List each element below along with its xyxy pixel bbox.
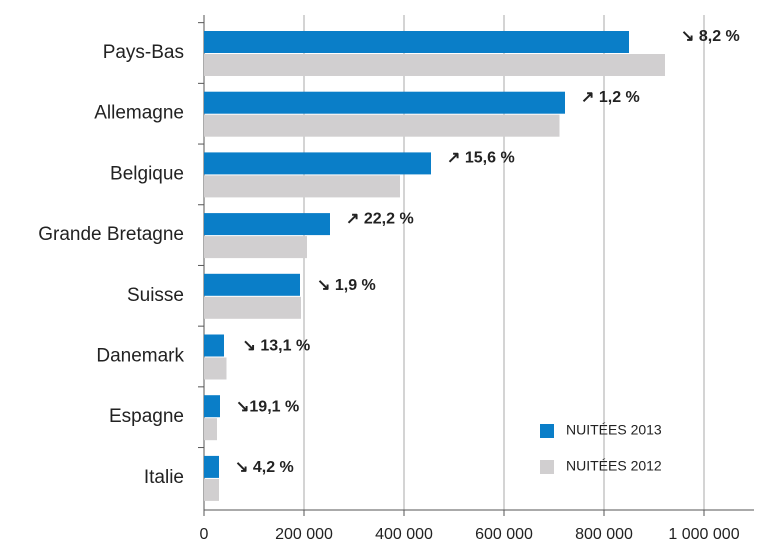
legend-label: NUITÉES 2012 bbox=[566, 458, 662, 474]
bar bbox=[204, 236, 307, 259]
bar bbox=[204, 152, 431, 175]
y-tick-label: Suisse bbox=[127, 285, 184, 306]
x-tick-label: 400 000 bbox=[375, 526, 433, 543]
legend-swatch bbox=[540, 424, 554, 438]
y-tick-label: Danemark bbox=[96, 346, 184, 367]
legend-label: NUITÉES 2013 bbox=[566, 422, 662, 438]
bar bbox=[204, 357, 227, 380]
bar bbox=[204, 334, 224, 357]
bar bbox=[204, 114, 560, 137]
annotation: ↗ 1,2 % bbox=[581, 89, 640, 106]
y-tick-label: Italie bbox=[144, 467, 184, 488]
bar bbox=[204, 91, 565, 114]
bar bbox=[204, 213, 330, 236]
bar bbox=[204, 31, 629, 53]
bar bbox=[204, 455, 219, 478]
bar bbox=[204, 273, 300, 296]
annotation: ↘19,1 % bbox=[236, 398, 299, 415]
y-tick-label: Grande Bretagne bbox=[38, 224, 184, 245]
bar bbox=[204, 478, 219, 501]
legend-swatch bbox=[540, 460, 554, 474]
annotation: ↗ 22,2 % bbox=[346, 210, 414, 227]
x-tick-label: 0 bbox=[200, 526, 209, 543]
x-tick-label: 800 000 bbox=[575, 526, 633, 543]
annotation: ↘ 8,2 % bbox=[681, 28, 740, 45]
bar bbox=[204, 418, 217, 441]
y-tick-label: Allemagne bbox=[94, 103, 184, 124]
y-tick-label: Pays-Bas bbox=[103, 42, 184, 63]
annotation: ↗ 15,6 % bbox=[447, 150, 515, 167]
y-tick-label: Belgique bbox=[110, 163, 184, 184]
annotation: ↘ 4,2 % bbox=[235, 459, 294, 476]
x-tick-label: 600 000 bbox=[475, 526, 533, 543]
x-tick-label: 200 000 bbox=[275, 526, 333, 543]
bar bbox=[204, 175, 400, 198]
annotation: ↘ 13,1 % bbox=[243, 338, 311, 355]
bar bbox=[204, 395, 220, 418]
x-tick-label: 1 000 000 bbox=[668, 526, 739, 543]
bar bbox=[204, 54, 665, 76]
bar bbox=[204, 296, 301, 319]
y-tick-label: Espagne bbox=[109, 406, 184, 427]
annotation: ↘ 1,9 % bbox=[317, 277, 376, 294]
